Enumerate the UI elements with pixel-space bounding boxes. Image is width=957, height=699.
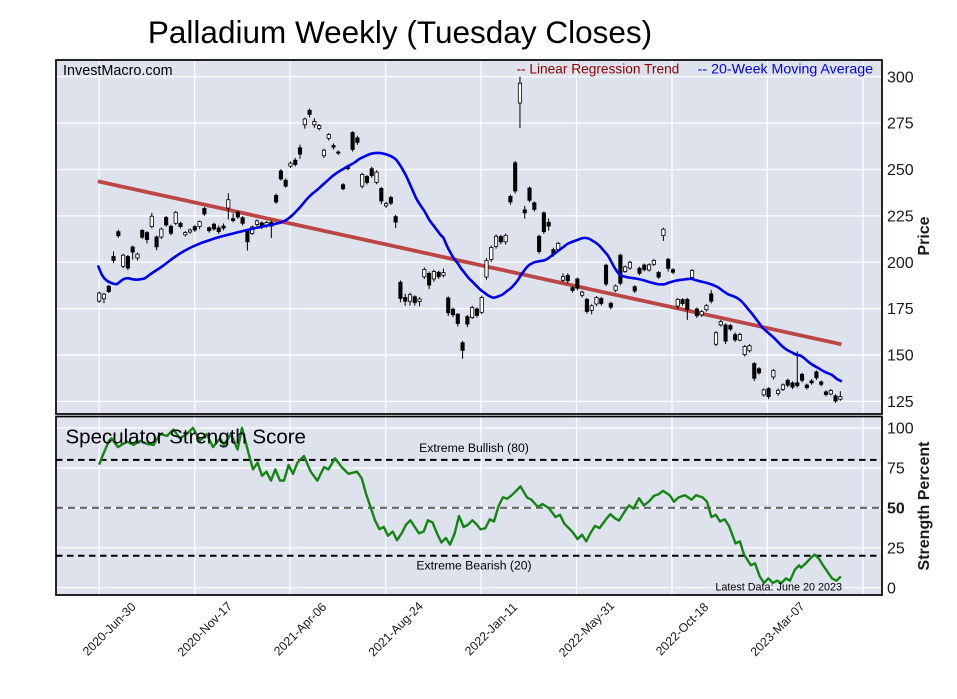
svg-text:250: 250 bbox=[887, 162, 914, 179]
svg-text:175: 175 bbox=[887, 301, 914, 318]
svg-text:25: 25 bbox=[887, 540, 905, 557]
svg-text:275: 275 bbox=[887, 116, 914, 133]
svg-text:Extreme Bullish (80): Extreme Bullish (80) bbox=[419, 441, 529, 455]
svg-text:200: 200 bbox=[887, 255, 914, 272]
svg-text:100: 100 bbox=[887, 421, 914, 438]
svg-text:Latest Data: June 20 2023: Latest Data: June 20 2023 bbox=[715, 582, 842, 594]
svg-text:125: 125 bbox=[887, 394, 914, 411]
svg-text:Price: Price bbox=[916, 216, 933, 255]
svg-text:-- 20-Week Moving Average: -- 20-Week Moving Average bbox=[698, 62, 873, 78]
svg-text:Speculator Strength Score: Speculator Strength Score bbox=[66, 426, 306, 449]
svg-text:-- Linear Regression Trend: -- Linear Regression Trend bbox=[516, 62, 679, 77]
svg-text:InvestMacro.com: InvestMacro.com bbox=[63, 63, 173, 79]
svg-text:75: 75 bbox=[887, 460, 905, 477]
svg-text:0: 0 bbox=[887, 580, 896, 597]
svg-text:225: 225 bbox=[887, 208, 914, 225]
svg-text:300: 300 bbox=[887, 69, 914, 86]
svg-text:Palladium Weekly (Tuesday Clos: Palladium Weekly (Tuesday Closes) bbox=[148, 14, 652, 50]
svg-text:Strength Percent: Strength Percent bbox=[916, 441, 933, 571]
svg-text:Extreme Bearish (20): Extreme Bearish (20) bbox=[416, 559, 531, 573]
svg-text:50: 50 bbox=[887, 500, 905, 517]
svg-text:150: 150 bbox=[887, 348, 914, 365]
